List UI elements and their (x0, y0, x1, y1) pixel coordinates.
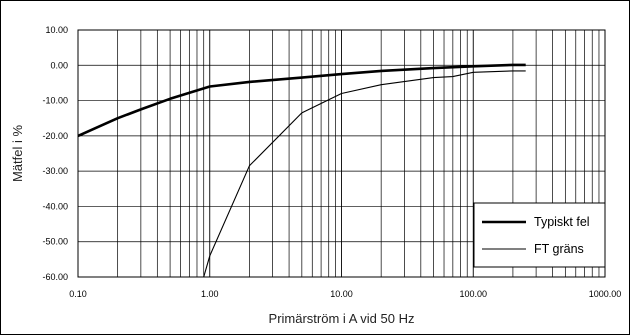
x-tick-label: 1000.00 (589, 289, 622, 299)
grid (78, 30, 605, 277)
y-axis-title: Mätfel i % (10, 125, 25, 183)
y-tick-label: -20.00 (42, 131, 68, 141)
plot-area (77, 29, 606, 278)
y-tick-label: -40.00 (42, 201, 68, 211)
series-line-ft-grans (203, 70, 526, 278)
x-tick-label: 0.10 (69, 289, 87, 299)
x-tick-label: 100.00 (459, 289, 487, 299)
legend-label-ft-grans: FT gräns (534, 242, 584, 256)
x-axis-title: Primärström i A vid 50 Hz (269, 311, 415, 326)
tick-labels: 10.00 0.00 -10.00 -20.00 -30.00 -40.00 -50.00 -… (42, 25, 621, 299)
series-lines (77, 63, 526, 278)
y-tick-label: -10.00 (42, 96, 68, 106)
legend: Typiskt fel FT gräns (473, 202, 606, 268)
y-tick-label: -60.00 (42, 272, 68, 282)
y-tick-label: -50.00 (42, 237, 68, 247)
series-line-typiskt-fel (77, 63, 526, 138)
x-tick-label: 10.00 (330, 289, 353, 299)
x-tick-label: 1.00 (201, 289, 219, 299)
y-tick-label: 10.00 (45, 25, 68, 35)
y-tick-label: 0.00 (50, 60, 68, 70)
y-tick-label: -30.00 (42, 166, 68, 176)
legend-box (473, 202, 606, 268)
legend-label-typiskt-fel: Typiskt fel (534, 215, 590, 229)
